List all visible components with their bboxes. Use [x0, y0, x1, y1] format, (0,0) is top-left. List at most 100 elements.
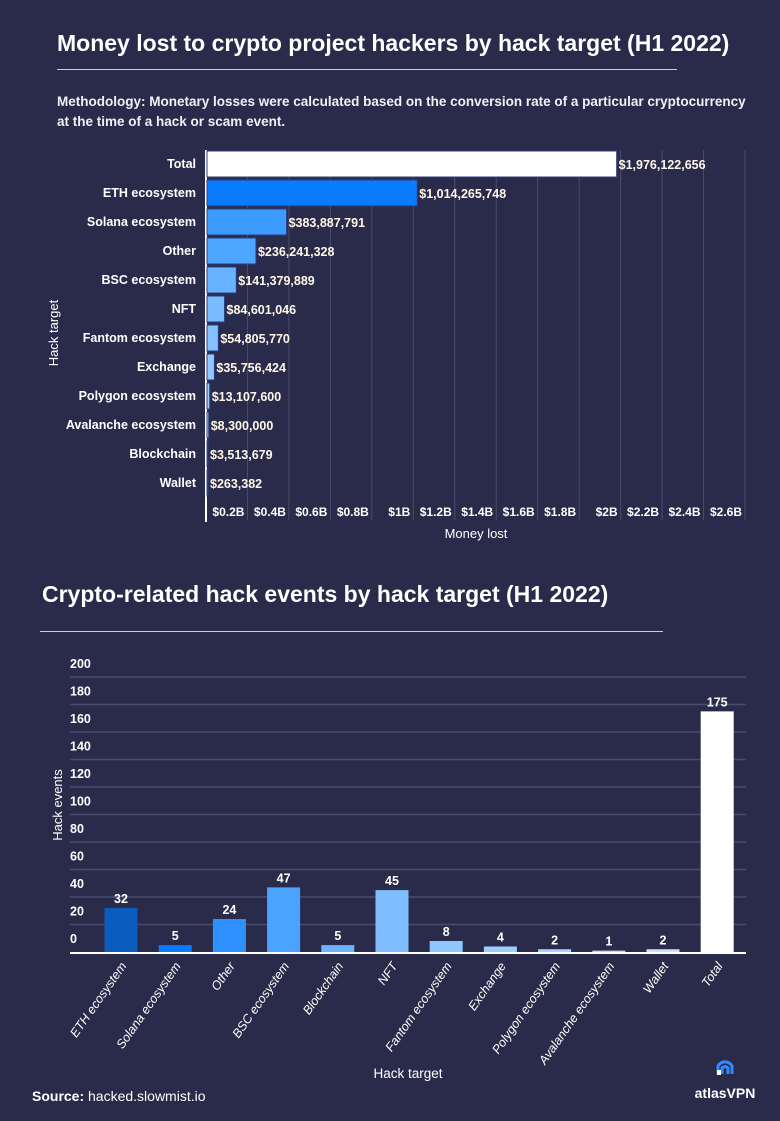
x-category-label: Avalanche ecosystem	[536, 960, 618, 1068]
bar-value-label: $84,601,046	[227, 303, 297, 317]
y-category-label: ETH ecosystem	[103, 186, 196, 200]
bar-nft	[375, 890, 409, 952]
bar-total	[700, 711, 734, 952]
bar-value-label: $263,382	[210, 477, 262, 491]
bar-value-label: $13,107,600	[212, 390, 282, 404]
x-tick-label: $0.4B	[254, 505, 286, 519]
y-category-label: Blockchain	[129, 447, 196, 461]
bar-solana-ecosystem	[158, 945, 192, 952]
bar-exchange	[206, 353, 215, 381]
bar-avalanche-ecosystem	[206, 411, 210, 439]
bar-nft	[206, 295, 226, 323]
bar-value-label: $8,300,000	[211, 419, 274, 433]
x-tick-label: $1.6B	[503, 505, 535, 519]
bar-value-label: 5	[334, 929, 341, 943]
bar-eth-ecosystem	[206, 179, 418, 207]
y-tick-label: 0	[70, 932, 77, 946]
x-category-label: ETH ecosystem	[67, 960, 129, 1040]
bar-avalanche-ecosystem	[592, 950, 626, 952]
bar-polygon-ecosystem	[538, 949, 572, 952]
bar-value-label: 32	[114, 892, 128, 906]
bar-value-label: 175	[707, 695, 728, 709]
x-tick-label: $1B	[388, 505, 410, 519]
source-link: hacked.slowmist.io	[88, 1088, 206, 1104]
money-lost-chart: $0.2B $0.4B $0.6B $0.8B $1B $1.2B $1.4B $1.6B $1…	[46, 150, 746, 541]
y-category-label: Wallet	[160, 476, 197, 490]
bar-blockchain	[206, 440, 209, 468]
x-category-label: BSC ecosystem	[230, 960, 292, 1041]
brand-name: atlasVPN	[694, 1085, 756, 1101]
bar-value-label: 2	[660, 933, 667, 947]
bar-wallet	[206, 469, 209, 497]
y-tick-label: 200	[70, 657, 91, 671]
bar-exchange	[483, 946, 517, 952]
bar-polygon-ecosystem	[206, 382, 211, 410]
x-category-label: Polygon ecosystem	[489, 960, 563, 1057]
x-category-label: NFT	[375, 959, 401, 988]
bar-wallet	[646, 949, 680, 952]
bar-other	[206, 237, 257, 265]
x-tick-label: $2B	[596, 505, 618, 519]
y-axis-title: Hack events	[50, 769, 65, 841]
bar-value-label: 45	[385, 874, 399, 888]
x-category-label: Wallet	[640, 959, 672, 996]
bar-eth-ecosystem	[104, 908, 138, 952]
bar-value-label: $35,756,424	[216, 361, 286, 375]
bar-value-label: $1,976,122,656	[619, 158, 706, 172]
bar-value-label: 1	[605, 935, 612, 949]
x-axis-title: Hack target	[373, 1066, 442, 1081]
bar-fantom-ecosystem	[429, 941, 463, 952]
x-tick-label: $2.6B	[710, 505, 742, 519]
bar-value-label: 47	[277, 871, 291, 885]
bar-solana-ecosystem	[206, 208, 288, 236]
y-category-label: Other	[163, 244, 196, 258]
x-tick-label: $0.6B	[295, 505, 327, 519]
y-category-label: Polygon ecosystem	[79, 389, 196, 403]
bar-value-label: 24	[222, 903, 236, 917]
bar-other	[212, 919, 246, 952]
chart2-title: Crypto-related hack events by hack targe…	[42, 581, 609, 607]
brand-logo: atlasVPN	[690, 1056, 760, 1101]
x-tick-label: $1.2B	[420, 505, 452, 519]
bar-fantom-ecosystem	[206, 324, 219, 352]
title1-divider	[57, 69, 677, 70]
y-tick-label: 20	[70, 905, 84, 919]
y-tick-label: 120	[70, 767, 91, 781]
bar-value-label: $141,379,889	[238, 274, 315, 288]
x-tick-label: $1.4B	[461, 505, 493, 519]
y-axis-title: Hack target	[46, 299, 61, 366]
source-note: Source: hacked.slowmist.io	[32, 1088, 206, 1104]
bar-value-label: 2	[551, 933, 558, 947]
bar-value-label: 8	[443, 925, 450, 939]
source-label: Source:	[32, 1088, 85, 1104]
chart1-title: Money lost to crypto project hackers by …	[57, 30, 730, 56]
y-tick-label: 140	[70, 740, 91, 754]
y-tick-label: 100	[70, 795, 91, 809]
bar-value-label: $236,241,328	[258, 245, 335, 259]
bar-total	[206, 150, 618, 178]
atlas-signal-icon	[716, 1060, 734, 1075]
y-tick-label: 180	[70, 685, 91, 699]
x-tick-label: $1.8B	[544, 505, 576, 519]
y-category-label: Avalanche ecosystem	[66, 418, 196, 432]
x-axis-title: Money lost	[445, 526, 508, 541]
y-category-label: NFT	[172, 302, 197, 316]
x-tick-label: $0.2B	[212, 505, 244, 519]
x-category-label: Solana ecosystem	[114, 960, 184, 1052]
y-category-label: BSC ecosystem	[102, 273, 197, 287]
methodology-note: Methodology: Monetary losses were calcul…	[57, 94, 746, 129]
x-category-label: Fantom ecosystem	[383, 960, 455, 1055]
x-category-label: Other	[208, 959, 238, 993]
x-tick-label: $2.4B	[669, 505, 701, 519]
bar-bsc-ecosystem	[267, 887, 301, 952]
x-tick-label: $0.8B	[337, 505, 369, 519]
y-tick-label: 60	[70, 850, 84, 864]
bar-value-label: 5	[172, 929, 179, 943]
y-tick-label: 80	[70, 822, 84, 836]
bar-value-label: $1,014,265,748	[419, 187, 506, 201]
bar-value-label: $54,805,770	[220, 332, 290, 346]
y-category-label: Total	[167, 157, 196, 171]
bar-value-label: $3,513,679	[210, 448, 273, 462]
x-category-label: Blockchain	[300, 960, 346, 1018]
title2-divider	[40, 631, 663, 632]
